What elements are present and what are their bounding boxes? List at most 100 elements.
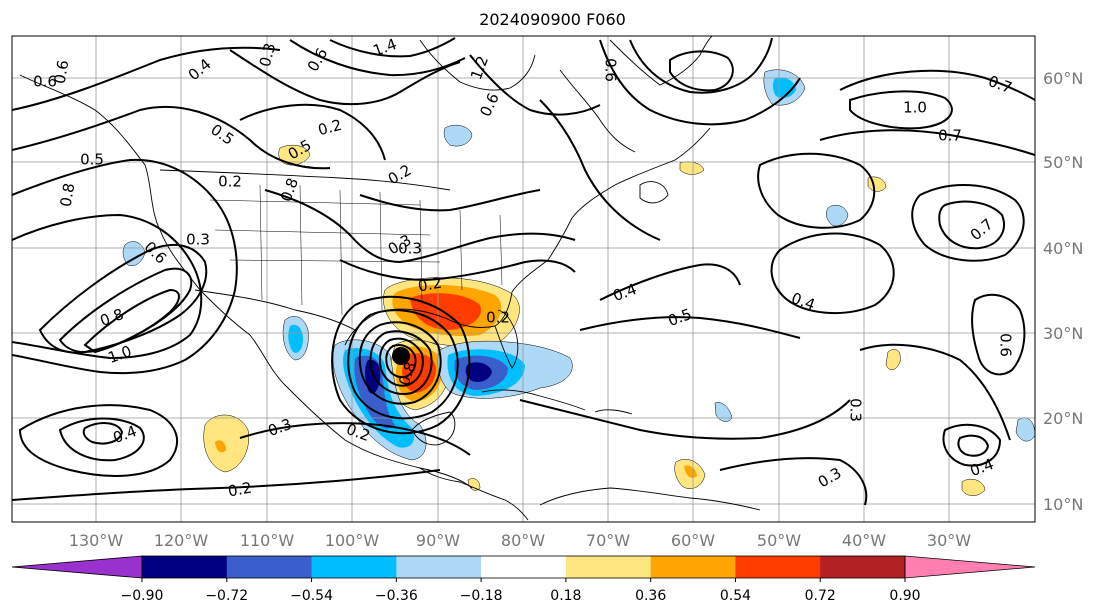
contour-line <box>359 189 541 212</box>
contour-line <box>757 152 876 229</box>
longitude-label: 120°W <box>154 531 209 550</box>
longitude-label: 40°W <box>842 531 886 550</box>
longitude-label: 100°W <box>325 531 380 550</box>
contour-label: 0.5 <box>207 120 237 148</box>
contour-label: 0.6 <box>997 333 1015 357</box>
contour-labels: 0.60.50.30.40.21.40.60.20.50.60.80.60.71… <box>33 36 1015 501</box>
coastline-south-america <box>539 487 761 511</box>
contour-label: 0.2 <box>227 479 254 501</box>
colorbar-tick-label: 0.90 <box>889 588 920 604</box>
contour-line <box>911 183 1025 262</box>
coastline-central-america <box>419 467 529 521</box>
colorbar-tick-label: −0.36 <box>375 588 418 604</box>
coastline-florida <box>494 309 519 369</box>
coastline-hudson <box>419 39 536 91</box>
contour-label: 0.6 <box>602 58 620 82</box>
contour-line <box>264 189 576 264</box>
contour-label: 0.3 <box>847 398 865 422</box>
contour-line <box>539 99 661 241</box>
longitude-label: 50°W <box>757 531 801 550</box>
positive-anomaly-area <box>215 440 226 453</box>
positive-anomaly-area <box>679 161 705 175</box>
contour-lines <box>12 37 1035 506</box>
negative-anomaly-area <box>288 324 303 353</box>
contour-label: 0.3 <box>266 415 295 440</box>
colorbar-segment <box>226 556 313 578</box>
positive-anomaly-area <box>203 414 250 473</box>
contour-line <box>58 417 145 462</box>
contour-line <box>971 293 1026 376</box>
positive-anomaly-area <box>467 478 481 491</box>
colorbar-segment <box>311 556 397 578</box>
colorbar-segment <box>396 556 482 578</box>
coastline-cuba <box>481 389 586 411</box>
contour-label: 0.2 <box>218 173 242 191</box>
contour-line <box>289 39 466 77</box>
coastline-newfoundland <box>639 181 669 204</box>
latitude-labels: 60°N 50°N 40°N 30°N 20°N 10°N <box>1043 69 1083 514</box>
colorbar-extend-high <box>904 555 1036 579</box>
latitude-label: 20°N <box>1043 409 1083 428</box>
contour-line <box>579 316 801 339</box>
longitude-label: 60°W <box>671 531 715 550</box>
colorbar-segment <box>142 556 228 578</box>
contour-label: 0.3 <box>186 231 210 249</box>
coastline-east <box>547 127 711 261</box>
latitude-label: 60°N <box>1043 69 1083 88</box>
contour-line <box>378 337 424 387</box>
longitude-labels: 130°W 120°W 110°W 100°W 90°W 80°W 70°W 60°W 50°W… <box>69 531 971 550</box>
state-lines <box>209 184 503 316</box>
contour-line <box>669 50 734 92</box>
negative-anomaly-area <box>365 359 381 394</box>
colorbar-segment <box>735 556 821 578</box>
contour-label: 0.7 <box>986 72 1015 97</box>
longitude-label: 70°W <box>586 531 630 550</box>
contour-label: 0.5 <box>666 305 695 330</box>
contour-line <box>83 288 180 354</box>
contour-line <box>942 423 1002 467</box>
longitude-label: 30°W <box>927 531 971 550</box>
negative-anomaly-area <box>465 362 492 382</box>
positive-anomaly-area <box>410 293 481 330</box>
coastline-hispaniola <box>594 409 633 415</box>
latitude-label: 10°N <box>1043 495 1083 514</box>
contour-label: 0.5 <box>80 151 104 169</box>
contour-label: 0.8 <box>98 305 127 330</box>
coastlines <box>19 36 761 521</box>
negative-anomaly-area <box>826 204 849 227</box>
contour-line <box>339 259 576 282</box>
colorbar-tick-label: 0.36 <box>635 588 666 604</box>
contour-line <box>239 422 471 456</box>
contour-line <box>12 469 441 501</box>
colorbar-extend-low <box>11 555 143 579</box>
latitude-label: 30°N <box>1043 324 1083 343</box>
contour-label: 0.7 <box>938 127 962 145</box>
negative-anomaly-area <box>1015 417 1035 442</box>
contour-label: 0.6 <box>33 73 57 91</box>
contour-line <box>819 129 1035 156</box>
contour-line <box>369 330 433 395</box>
positive-anomaly-area <box>684 465 697 478</box>
coastline-greenland <box>609 36 713 86</box>
contour-line <box>859 343 1011 441</box>
contour-line <box>385 344 417 379</box>
longitude-label: 130°W <box>69 531 124 550</box>
colorbar-tick-label: −0.72 <box>205 588 248 604</box>
contour-label: 0.7 <box>967 215 997 244</box>
storm-center-marker <box>392 347 410 365</box>
contour-line <box>599 263 741 301</box>
positive-anomaly-area <box>961 479 986 496</box>
contour-label: 0.3 <box>815 464 845 492</box>
map-frame <box>11 35 1036 523</box>
latitude-label: 50°N <box>1043 153 1083 172</box>
contour-line <box>12 46 281 111</box>
coastline-yucatan <box>411 411 456 446</box>
us-border-north <box>159 169 451 191</box>
contour-line <box>229 49 461 106</box>
contour-label: 0.3 <box>398 240 422 258</box>
contour-line <box>331 295 471 435</box>
contour-label: 0.2 <box>486 309 510 327</box>
contour-label: 0.8 <box>277 176 302 205</box>
contour-line <box>12 213 203 360</box>
